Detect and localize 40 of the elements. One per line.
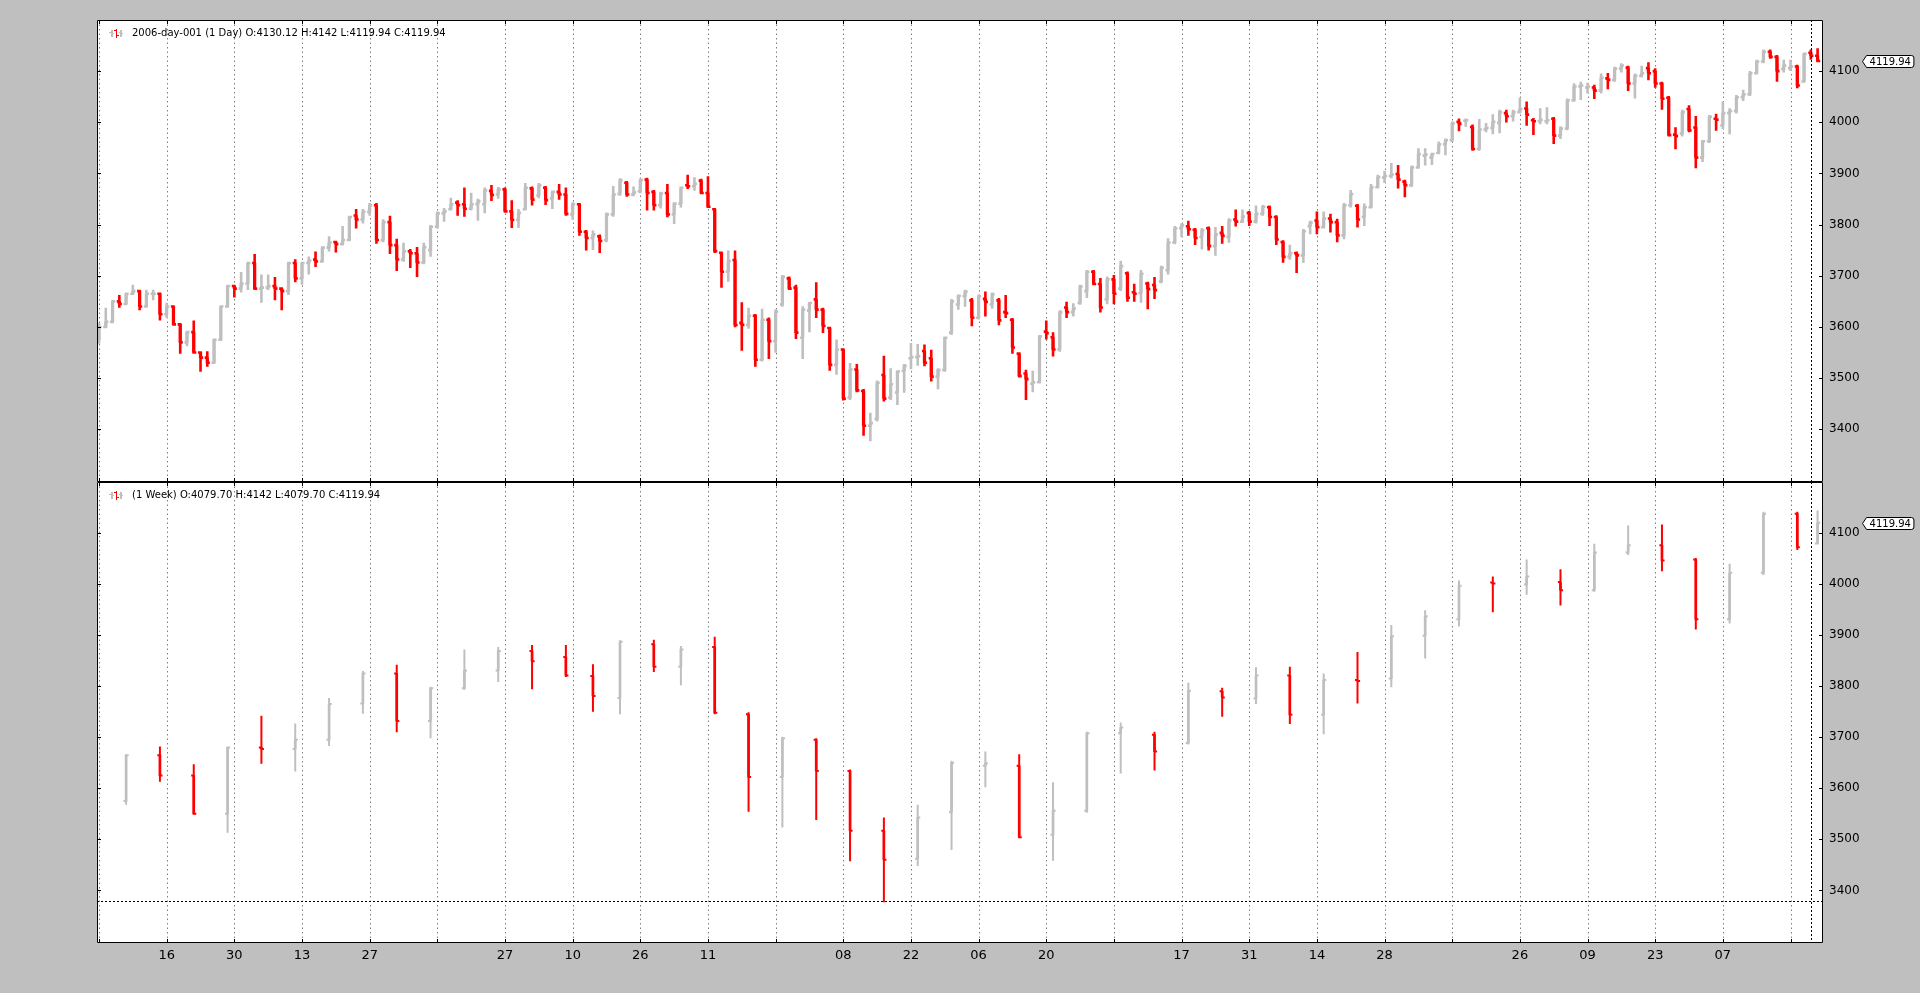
- y-tick-label: 3700: [1829, 267, 1860, 282]
- y-tick-label: 3800: [1829, 216, 1860, 231]
- y-tick-label: 3900: [1829, 627, 1860, 642]
- y-tick-label: 4100: [1829, 63, 1860, 78]
- x-tick-label: 28: [1376, 947, 1393, 963]
- y-tick-label: 4000: [1829, 576, 1860, 591]
- x-tick-label: 26: [1511, 947, 1529, 963]
- legend-label: 2006-day-001 (1 Day) O:4130.12 H:4142 L:4119.94 C:4119.94: [132, 26, 446, 38]
- x-tick-label: 14: [1308, 947, 1326, 963]
- legend-label: (1 Week) O:4079.70 H:4142 L:4079.70 C:4119.94: [132, 488, 381, 500]
- x-tick-label: 27: [496, 947, 514, 963]
- x-tick-label: 22: [902, 947, 920, 963]
- x-tick-label: 31: [1240, 947, 1258, 963]
- y-tick-label: 3400: [1829, 882, 1860, 897]
- y-tick-label: 4100: [1829, 525, 1860, 540]
- y-tick-label: 3600: [1829, 780, 1860, 795]
- x-tick-label: 23: [1646, 947, 1664, 963]
- x-tick-label: 26: [632, 947, 649, 963]
- x-tick-label: 17: [1173, 947, 1190, 963]
- x-tick-label: 11: [699, 947, 717, 963]
- y-tick-label: 3500: [1829, 370, 1860, 385]
- y-tick-label: 3400: [1829, 421, 1860, 436]
- y-tick-label: 3600: [1829, 319, 1860, 334]
- text: 4119.94: [1869, 517, 1911, 529]
- y-tick-label: 3800: [1829, 678, 1860, 693]
- y-tick-label: 4000: [1829, 114, 1860, 129]
- y-tick-label: 3900: [1829, 165, 1860, 180]
- x-tick-label: 30: [226, 947, 243, 963]
- x-tick-label: 10: [564, 947, 581, 963]
- text: 4119.94: [1869, 55, 1911, 67]
- x-tick-label: 20: [1037, 947, 1055, 963]
- y-tick-label: 3500: [1829, 831, 1860, 846]
- y-tick-label: 3700: [1829, 729, 1860, 744]
- x-tick-label: 09: [1579, 947, 1596, 963]
- x-tick-label: 07: [1714, 947, 1732, 963]
- x-tick-label: 06: [970, 947, 987, 963]
- x-tick-label: 16: [158, 947, 175, 963]
- x-tick-label: 27: [361, 947, 378, 963]
- x-tick-label: 08: [835, 947, 852, 963]
- x-tick-label: 13: [293, 947, 311, 963]
